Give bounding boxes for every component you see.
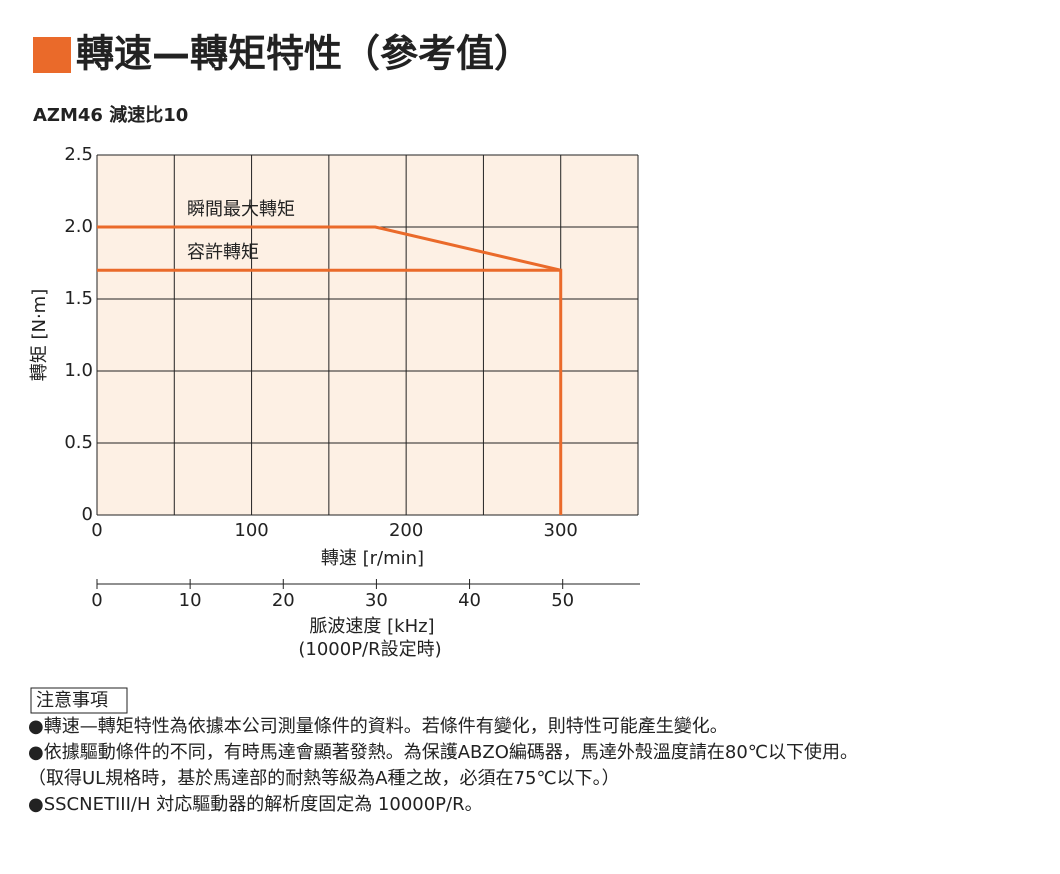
x2-tick-label: 30	[365, 590, 388, 611]
x-tick-label: 100	[234, 520, 268, 541]
chart-title: AZM46 減速比10	[33, 104, 188, 126]
y-tick-label: 1.0	[64, 360, 93, 381]
y-tick-label: 1.5	[64, 288, 93, 309]
x-tick-label: 300	[544, 520, 578, 541]
y-tick-label: 0	[82, 504, 93, 525]
y-tick-label: 2.5	[64, 144, 93, 165]
x2-axis-note: (1000P/R設定時)	[298, 639, 441, 660]
y-axis-label: 轉矩 [N·m]	[29, 289, 50, 382]
x2-axis-label: 脈波速度 [kHz]	[309, 616, 434, 637]
x-axis-label: 轉速 [r/min]	[321, 548, 424, 569]
line	[97, 268, 563, 515]
note-item: ●轉速—轉矩特性為依據本公司測量條件的資料。若條件有變化，則特性可能產生變化。	[28, 716, 728, 737]
notes-heading: 注意事項	[36, 690, 108, 711]
x-tick-label: 0	[91, 520, 102, 541]
y-tick-label: 2.0	[64, 216, 93, 237]
series-label: 瞬間最大轉矩	[187, 199, 295, 220]
note-item: （取得UL規格時，基於馬達部的耐熱等級為A種之故，必須在75℃以下。）	[28, 768, 620, 789]
note-item: ●SSCNETIII/H 対応驅動器的解析度固定為 10000P/R。	[28, 794, 483, 815]
x2-tick-label: 0	[91, 590, 102, 611]
line	[97, 225, 562, 272]
x-tick-label: 200	[389, 520, 423, 541]
series-label: 容許轉矩	[187, 242, 259, 263]
note-item: ●依據驅動條件的不同，有時馬達會顯著發熱。為保護ABZO編碼器，馬達外殼溫度請在…	[28, 742, 858, 763]
title-marker	[33, 37, 71, 73]
y-tick-label: 0.5	[64, 432, 93, 453]
x2-tick-label: 50	[551, 590, 574, 611]
x2-tick-label: 40	[458, 590, 481, 611]
x2-tick-label: 10	[179, 590, 202, 611]
page-title: 轉速—轉矩特性（參考值）	[76, 32, 532, 76]
plot-area	[97, 155, 638, 515]
notes-heading-box	[30, 687, 128, 714]
x2-tick-label: 20	[272, 590, 295, 611]
